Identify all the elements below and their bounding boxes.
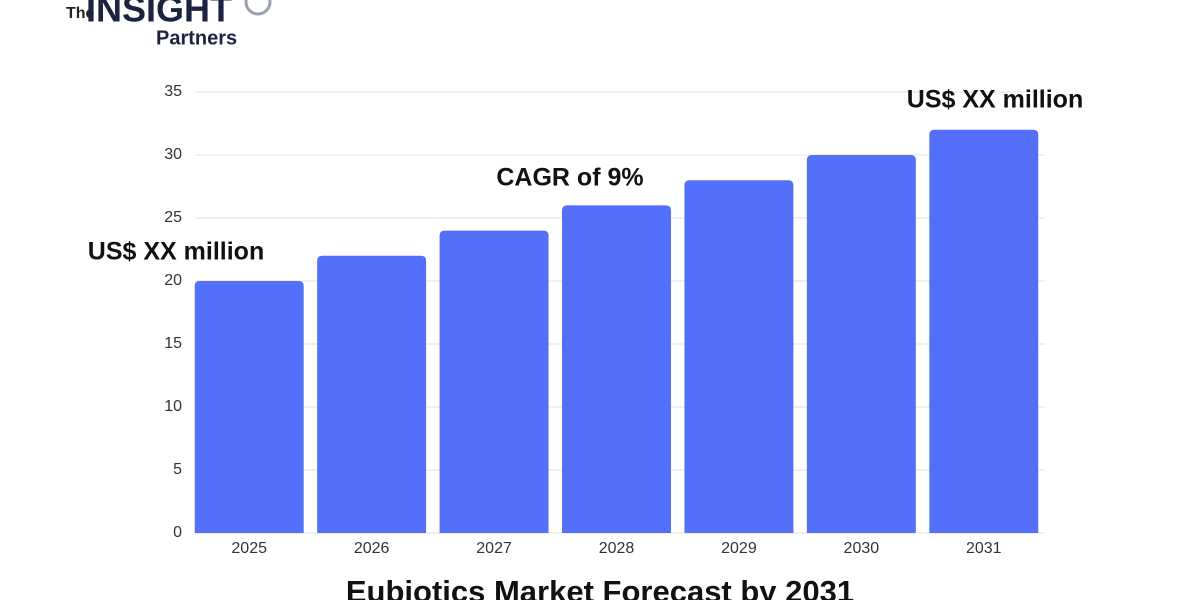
x-tick-label: 2028 [599, 540, 635, 557]
y-tick-label: 15 [164, 335, 182, 352]
y-tick-label: 35 [164, 83, 182, 100]
y-tick-label: 20 [164, 272, 182, 289]
bar [194, 281, 304, 533]
y-tick-label: 10 [164, 398, 182, 415]
bar [806, 155, 916, 533]
annotation: CAGR of 9% [496, 164, 643, 192]
x-tick-label: 2027 [476, 540, 512, 557]
logo-insight: INSIGHT [86, 0, 232, 30]
bar [562, 205, 671, 533]
chart-title: Eubiotics Market Forecast by 2031 [346, 574, 854, 600]
annotation: US$ XX million [907, 86, 1083, 114]
bar [684, 180, 794, 533]
x-tick-label: 2029 [721, 540, 757, 557]
logo-partners: Partners [156, 27, 237, 49]
bar [929, 129, 1039, 534]
bar [439, 230, 549, 533]
y-tick-label: 5 [173, 461, 182, 478]
x-tick-label: 2030 [844, 540, 880, 557]
x-tick-label: 2026 [354, 540, 390, 557]
logo-the: The [66, 5, 95, 22]
x-tick-label: 2025 [231, 540, 267, 557]
bar [317, 255, 427, 534]
annotation: US$ XX million [88, 238, 264, 266]
y-tick-label: 25 [164, 209, 182, 226]
y-tick-label: 0 [173, 524, 182, 541]
y-tick-label: 30 [164, 146, 182, 163]
logo-icon [244, 0, 272, 16]
x-tick-label: 2031 [966, 540, 1002, 557]
